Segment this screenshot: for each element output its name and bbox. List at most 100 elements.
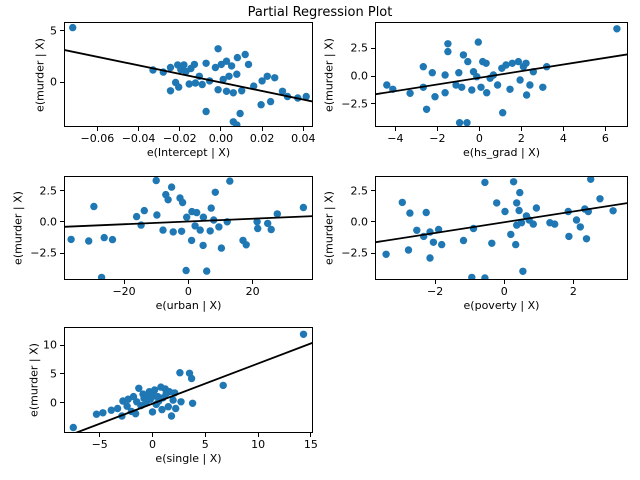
x-tick-mark [434, 280, 436, 284]
x-tick-mark [138, 127, 140, 131]
scatter-point [458, 83, 466, 91]
y-tick-mark [60, 190, 64, 191]
scatter-point [532, 204, 541, 212]
x-tick-mark [99, 433, 101, 437]
scatter-point [516, 76, 524, 84]
scatter-point [69, 23, 77, 32]
scatter-point [302, 92, 310, 101]
axes-spines [64, 327, 313, 433]
scatter-point [242, 241, 250, 249]
scatter-point [522, 59, 530, 67]
scatter-point [483, 89, 491, 97]
scatter-point [299, 203, 308, 212]
scatter-point [468, 86, 476, 94]
x-tick-mark [394, 127, 396, 131]
scatter-point [166, 63, 175, 72]
x-tick-mark [261, 127, 263, 131]
scatter-point [158, 405, 166, 414]
x-axis-label-single: e(single | X) [155, 452, 222, 465]
scatter-point [140, 206, 148, 215]
y-tick-label: 0.0 [350, 69, 369, 83]
scatter-point [178, 198, 187, 207]
scatter-point [100, 233, 108, 242]
scatter-point [509, 178, 518, 186]
scatter-point [514, 57, 523, 66]
scatter-point [522, 91, 531, 99]
y-tick-label: 0 [50, 396, 57, 410]
y-axis-label-intercept: e(murder | X) [33, 37, 47, 112]
scatter-point [464, 57, 472, 66]
x-tick-label: 0 [148, 437, 156, 451]
x-tick-mark [503, 280, 505, 284]
x-tick-label: −20 [112, 284, 136, 298]
scatter-point [299, 330, 308, 338]
x-tick-label: 0 [184, 284, 192, 298]
scatter-point [67, 235, 75, 244]
regression-line [64, 215, 313, 228]
scatter-point [519, 267, 527, 275]
scatter-point [468, 273, 476, 280]
scatter-point [211, 63, 220, 72]
x-tick-label: 20 [245, 284, 260, 298]
scatter-point [229, 89, 237, 97]
x-tick-mark [257, 433, 259, 437]
y-tick-mark [371, 252, 375, 254]
scatter-point [164, 403, 172, 411]
y-tick-mark [371, 103, 375, 105]
x-tick-label: 6 [601, 131, 609, 145]
x-tick-label: −0.02 [162, 131, 197, 145]
scatter-point [539, 83, 547, 91]
y-tick-mark [60, 221, 64, 223]
scatter-point [474, 38, 482, 46]
scatter-point [493, 81, 502, 89]
x-tick-label: −2 [429, 131, 446, 145]
scatter-point [404, 246, 413, 254]
scatter-point [191, 222, 199, 230]
scatter-point [413, 226, 421, 234]
scatter-point [190, 60, 199, 69]
x-tick-mark [302, 127, 304, 131]
scatter-point [444, 47, 452, 56]
scatter-point [107, 406, 115, 414]
scatter-point [526, 81, 534, 89]
scatter-point [481, 274, 489, 280]
y-tick-label: −2.5 [341, 97, 368, 111]
y-axis-label-urban: e(murder | X) [11, 191, 25, 265]
regression-line [64, 49, 313, 103]
scatter-point [153, 211, 161, 219]
x-axis-label-intercept: e(Intercept | X) [146, 146, 231, 159]
scatter-point [196, 226, 204, 234]
scatter-point [92, 410, 101, 418]
y-tick-label: 5 [50, 24, 57, 38]
scatter-point [512, 240, 520, 249]
x-axis-label-urban: e(urban | X) [155, 299, 222, 312]
scatter-point [488, 239, 496, 247]
x-tick-label: 0.02 [249, 131, 275, 145]
scatter-point [481, 178, 489, 187]
x-tick-label: 0.00 [208, 131, 234, 145]
scatter-point [419, 63, 427, 71]
x-tick-mark [478, 127, 480, 131]
y-tick-label: 2.5 [350, 184, 369, 197]
x-axis-label-poverty: e(poverty | X) [463, 299, 540, 312]
y-tick-label: 10 [43, 338, 57, 352]
scatter-point [551, 220, 559, 228]
scatter-point [444, 40, 452, 48]
scatter-point [99, 409, 107, 417]
scatter-point [219, 75, 227, 84]
scatter-point [203, 267, 211, 275]
x-tick-label: 2 [569, 284, 577, 298]
scatter-point [222, 87, 231, 96]
x-tick-mark [572, 280, 574, 284]
scatter-point [459, 51, 468, 59]
scatter-point [214, 45, 222, 53]
x-tick-mark [220, 127, 222, 131]
x-tick-label: −0.04 [121, 131, 156, 145]
x-tick-label: −4 [387, 131, 404, 145]
scatter-point [172, 404, 180, 413]
regression-line [375, 53, 628, 96]
scatter-point [167, 412, 176, 420]
scatter-point [406, 209, 414, 217]
scatter-point [587, 176, 595, 183]
scatter-point [187, 236, 196, 245]
